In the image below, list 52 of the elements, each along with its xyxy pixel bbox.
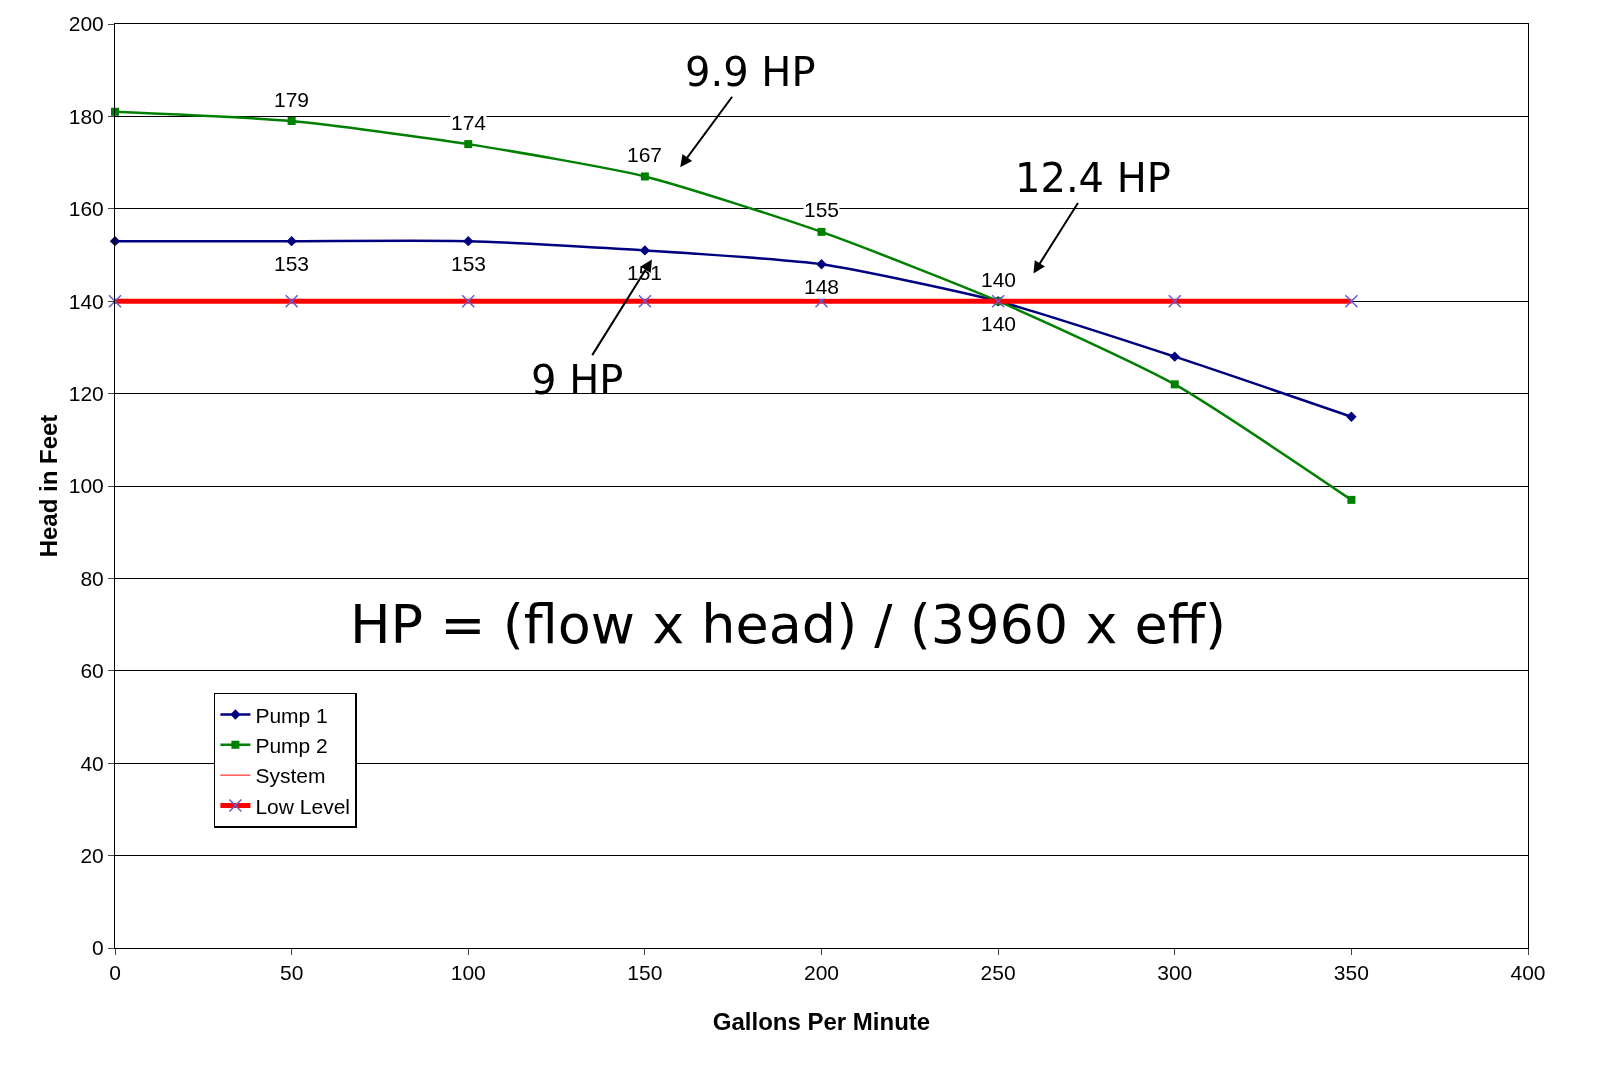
x-tick-label: 250 xyxy=(980,961,1016,985)
point xyxy=(1347,495,1356,504)
point xyxy=(1346,411,1357,422)
legend-label: System xyxy=(255,764,326,788)
point xyxy=(463,235,474,247)
y-tick-label: 20 xyxy=(80,843,104,867)
x-tick-label: 0 xyxy=(109,961,121,985)
y-tick-label: 80 xyxy=(80,566,104,590)
point xyxy=(639,245,651,256)
x-tick-label: 150 xyxy=(627,961,663,985)
point xyxy=(287,117,296,126)
x-tick-label: 300 xyxy=(1157,961,1193,985)
point xyxy=(1169,351,1180,362)
point xyxy=(286,235,297,247)
x-axis-title: Gallons Per Minute xyxy=(712,1008,931,1035)
legend-label: Pump 1 xyxy=(255,703,328,727)
data-label: 179 xyxy=(274,88,310,111)
data-label: 148 xyxy=(804,275,840,298)
annotation: 9 HP xyxy=(531,357,624,403)
x-tick-label: 200 xyxy=(803,961,840,985)
y-tick-label: 100 xyxy=(68,474,104,498)
x-tick-label: 400 xyxy=(1510,961,1546,985)
annotation: 12.4 HP xyxy=(1015,155,1171,201)
legend-label: Low Level xyxy=(255,794,350,818)
legend-label: Pump 2 xyxy=(255,734,328,758)
data-label: 153 xyxy=(274,252,310,275)
point xyxy=(464,140,473,149)
data-label: 153 xyxy=(451,252,487,275)
y-axis-title: Head in Feet xyxy=(35,414,62,558)
y-tick-label: 40 xyxy=(80,751,104,775)
x-tick-label: 50 xyxy=(279,961,304,985)
y-tick-label: 120 xyxy=(68,381,104,405)
annotation: HP = (flow x head) / (3960 x eff) xyxy=(350,593,1226,656)
data-label: 140 xyxy=(981,268,1017,291)
point xyxy=(109,235,121,247)
data-label: 140 xyxy=(981,312,1017,335)
y-tick-label: 140 xyxy=(68,289,104,313)
y-tick-label: 0 xyxy=(92,936,104,960)
point xyxy=(640,172,649,181)
point xyxy=(1170,380,1179,389)
y-tick-label: 180 xyxy=(68,104,104,128)
data-label: 155 xyxy=(804,198,840,221)
y-tick-label: 200 xyxy=(68,12,104,36)
data-label: 174 xyxy=(451,111,487,134)
y-tick-label: 160 xyxy=(68,197,104,221)
x-tick-label: 100 xyxy=(450,961,486,985)
data-label: 167 xyxy=(627,143,663,166)
annotation: 9.9 HP xyxy=(685,49,816,95)
x-tick-label: 350 xyxy=(1333,961,1369,985)
point xyxy=(817,227,826,236)
point xyxy=(816,259,827,270)
y-tick-label: 60 xyxy=(80,659,104,683)
